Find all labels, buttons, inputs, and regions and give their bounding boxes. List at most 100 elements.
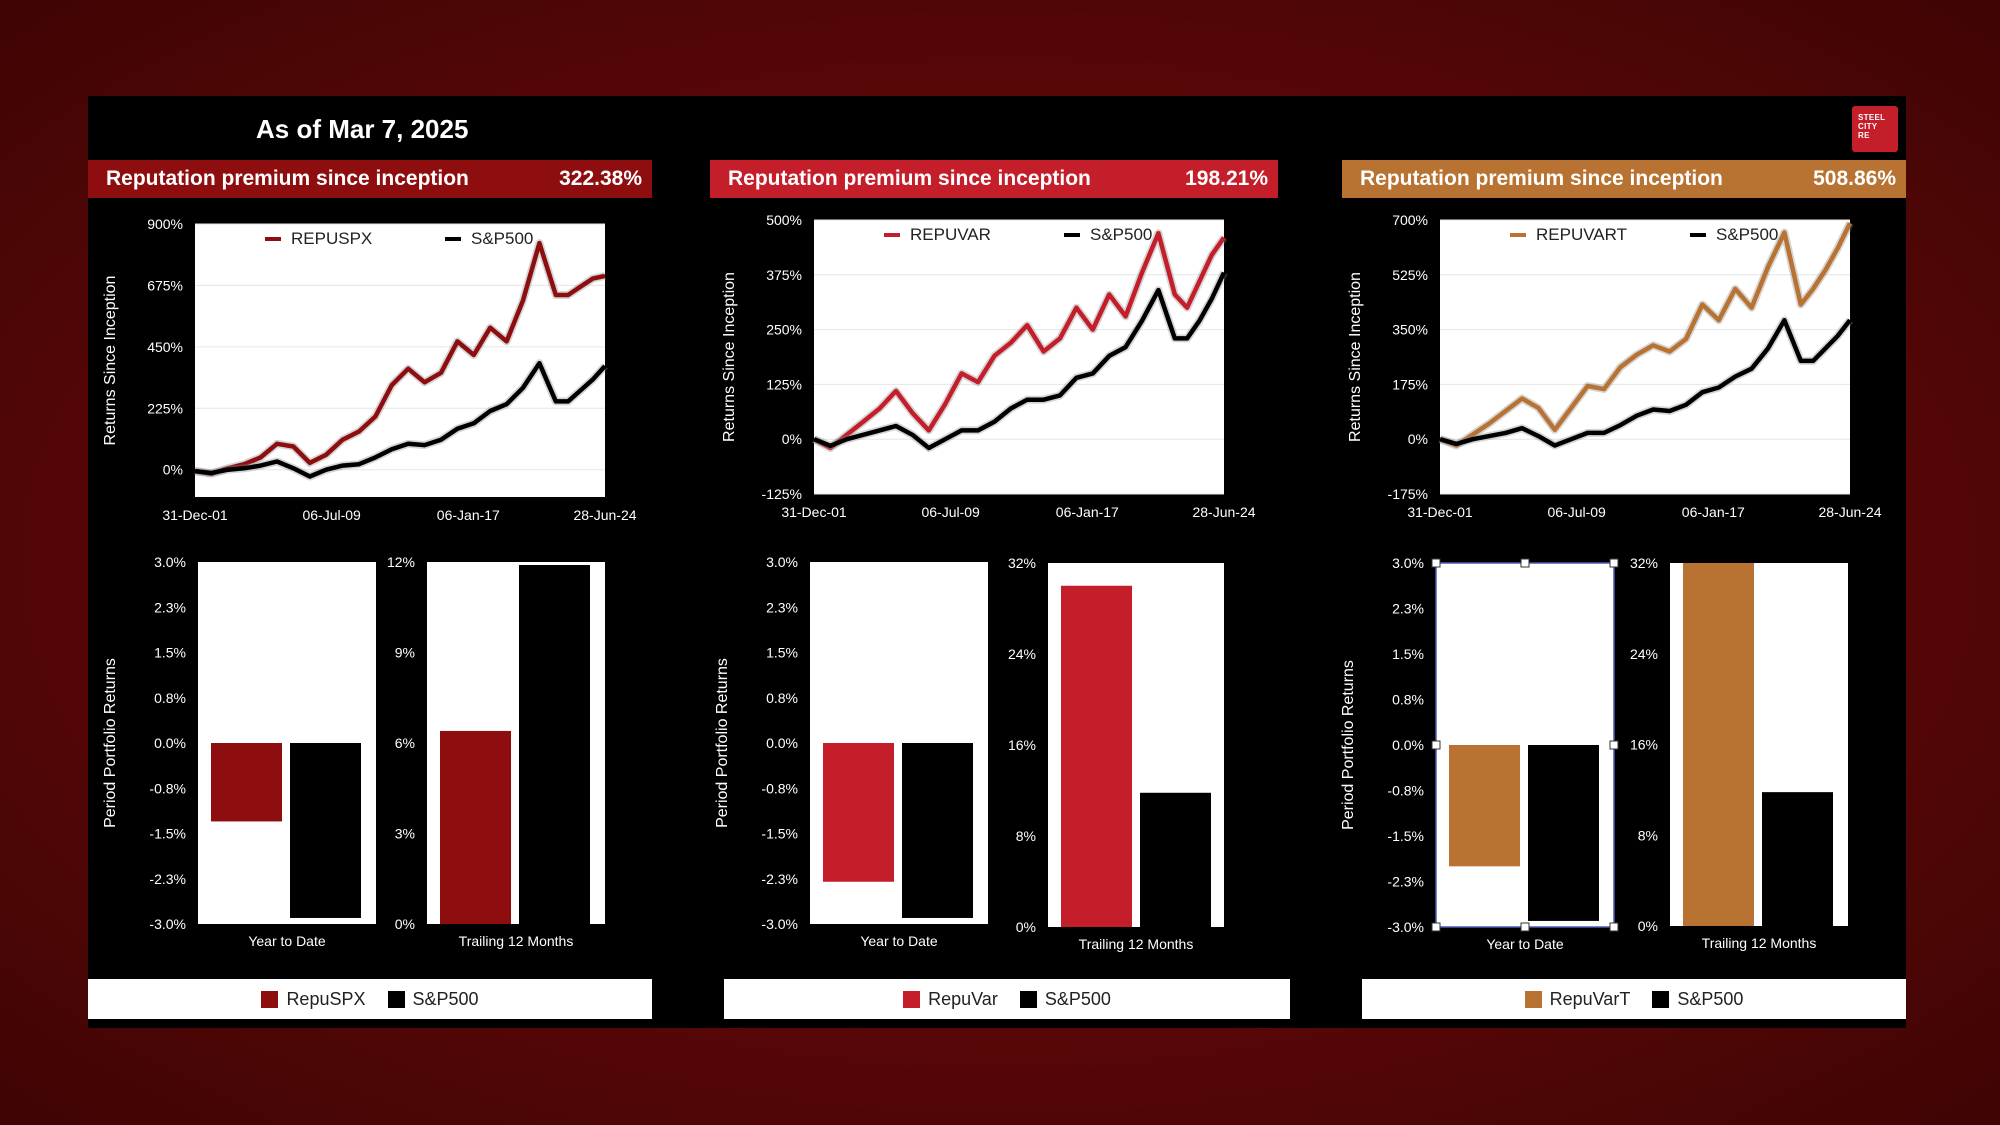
benchmark-series-line: [813, 271, 1227, 451]
x-tick-label: 06-Jul-09: [921, 504, 980, 520]
line-chart-plot-area: [1440, 220, 1850, 494]
logo-line: STEEL: [1858, 113, 1886, 122]
selection-handle: [1431, 740, 1441, 750]
y-tick-label: 450%: [147, 339, 183, 355]
y-tick-label: 225%: [147, 400, 183, 416]
selection-handle: [1609, 922, 1619, 932]
banner-label: Reputation premium since inception: [106, 167, 469, 190]
charts-canvas: 900% 675% 450% 225% 0% 31-Dec-01 06-Jul-09 06-J…: [102, 212, 1882, 952]
ttm-benchmark-bar: [519, 565, 590, 924]
premium-banner-repuvar: Reputation premium since inception 198.2…: [710, 160, 1278, 198]
ytd-portfolio-bar: [823, 743, 894, 882]
bar-legend-repuvart: RepuVarT S&P500: [1362, 979, 1906, 1019]
y-tick-label: 24%: [1008, 646, 1036, 662]
y-tick-label: 900%: [147, 216, 183, 232]
legend-label: RepuVarT: [1549, 988, 1631, 1009]
x-tick-label: 06-Jul-09: [302, 507, 361, 523]
y-tick-label: 375%: [766, 267, 802, 283]
ttm-portfolio-bar: [1061, 585, 1132, 927]
legend-item-portfolio: RepuSPX: [261, 989, 366, 1010]
logo-text: STEEL CITY RE: [1858, 113, 1885, 140]
line-legend-label: REPUVAR: [910, 225, 991, 244]
y-tick-label: -125%: [762, 486, 802, 502]
logo-line: CITY: [1858, 122, 1878, 131]
x-tick-label: 06-Jul-09: [1547, 504, 1606, 520]
slide: As of Mar 7, 2025 STEEL CITY RE Reputati…: [88, 96, 1906, 1028]
y-axis-label: Returns Since Inception: [102, 276, 119, 446]
ytd-x-label: Year to Date: [860, 933, 938, 949]
legend-item-benchmark: S&P500: [387, 989, 479, 1010]
legend-swatch: [261, 990, 279, 1008]
ytd-benchmark-bar: [290, 743, 361, 918]
banner-label: Reputation premium since inception: [1360, 167, 1723, 190]
y-tick-label: 525%: [1392, 267, 1428, 283]
y-tick-label: 675%: [147, 277, 183, 293]
logo-line: RE: [1858, 131, 1870, 140]
y-tick-label: 0%: [395, 916, 415, 932]
x-tick-label: 06-Jan-17: [1682, 504, 1745, 520]
selection-handle: [1520, 922, 1530, 932]
x-tick-label: 31-Dec-01: [1407, 504, 1473, 520]
legend-item-portfolio: RepuVarT: [1524, 988, 1631, 1010]
y-tick-label: 1.5%: [154, 645, 186, 661]
y-tick-label: 3%: [395, 826, 415, 842]
y-tick-label: -3.0%: [149, 916, 186, 932]
y-tick-label: 0.0%: [766, 735, 798, 751]
selection-handle: [1609, 740, 1619, 750]
line-legend-label: REPUVART: [1536, 225, 1627, 244]
portfolio-series-line: [812, 230, 1226, 451]
date-title: As of Mar 7, 2025: [256, 114, 469, 144]
y-tick-label: 9%: [395, 645, 415, 661]
ttm-benchmark-bar: [1762, 792, 1833, 926]
line-chart-plot-area: [195, 224, 605, 497]
y-tick-label: -2.3%: [149, 871, 186, 887]
bar-legend-repuspx: RepuSPX S&P500: [88, 979, 652, 1019]
y-tick-label: 12%: [387, 554, 415, 570]
y-tick-label: 8%: [1638, 827, 1658, 843]
selection-handle: [1520, 558, 1530, 568]
y-tick-label: -0.8%: [761, 780, 798, 796]
portfolio-series-line: [1439, 222, 1853, 448]
y-tick-label: 175%: [1392, 376, 1428, 392]
legend-swatch: [1652, 990, 1670, 1008]
legend-swatch: [903, 990, 921, 1008]
ttm-portfolio-bar: [440, 730, 511, 924]
y-tick-label: 1.5%: [1392, 646, 1424, 662]
banner-value: 322.38%: [559, 167, 642, 190]
y-tick-label: 0.0%: [1392, 737, 1424, 753]
selection-handle: [1609, 558, 1619, 568]
banner-value: 198.21%: [1185, 167, 1268, 190]
x-tick-label: 31-Dec-01: [162, 507, 228, 523]
line-legend-label: REPUSPX: [291, 229, 372, 248]
y-tick-label: 0.8%: [154, 690, 186, 706]
portfolio-series-line: [194, 240, 606, 477]
legend-label: RepuVar: [928, 988, 998, 1009]
steel-city-re-logo: STEEL CITY RE: [1852, 106, 1898, 152]
ytd-x-label: Year to Date: [1486, 936, 1564, 952]
y-tick-label: 0%: [163, 462, 183, 478]
y-tick-label: -0.8%: [1387, 783, 1424, 799]
y-tick-label: 0%: [1408, 431, 1428, 447]
benchmark-series-line: [194, 360, 607, 479]
y-tick-label: 2.3%: [154, 599, 186, 615]
benchmark-series-line: [1439, 317, 1852, 448]
selection-handle: [1431, 922, 1441, 932]
y-tick-label: -0.8%: [149, 780, 186, 796]
y-tick-label: 700%: [1392, 212, 1428, 228]
x-tick-label: 28-Jun-24: [573, 507, 636, 523]
y-axis-label: Returns Since Inception: [1347, 272, 1364, 442]
bar-y-axis-label: Period Portfolio Returns: [102, 658, 119, 828]
premium-banner-repuvart: Reputation premium since inception 508.8…: [1342, 160, 1906, 198]
y-tick-label: 2.3%: [766, 599, 798, 615]
line-legend-label: S&P500: [1090, 225, 1152, 244]
ytd-benchmark-bar: [1528, 745, 1599, 921]
legend-swatch: [387, 990, 405, 1008]
legend-swatch: [1019, 990, 1037, 1008]
bar-y-axis-label: Period Portfolio Returns: [714, 658, 731, 828]
y-tick-label: 125%: [766, 376, 802, 392]
y-tick-label: 250%: [766, 322, 802, 338]
y-tick-label: -1.5%: [761, 826, 798, 842]
ttm-x-label: Trailing 12 Months: [459, 933, 574, 949]
banner-value: 508.86%: [1813, 167, 1896, 190]
legend-label: S&P500: [1677, 988, 1744, 1009]
